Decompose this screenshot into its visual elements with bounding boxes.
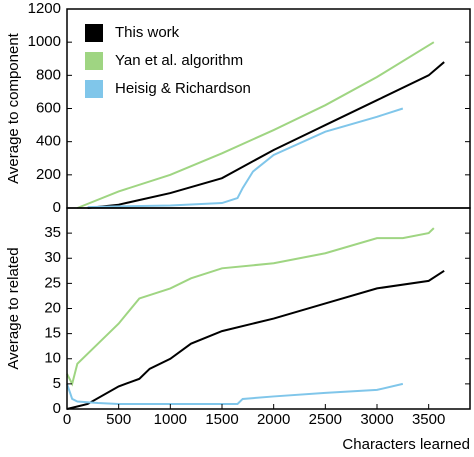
y-tick-label: 400	[36, 133, 61, 150]
x-tick-label: 2000	[257, 411, 290, 428]
y-tick-label: 10	[44, 350, 61, 367]
y-tick-label: 5	[53, 375, 61, 392]
y-axis-label: Average to component	[5, 32, 22, 183]
y-tick-label: 25	[44, 274, 61, 291]
y-tick-label: 1000	[28, 33, 61, 50]
x-tick-label: 3500	[412, 411, 445, 428]
y-tick-label: 1200	[28, 0, 61, 17]
legend-swatch	[85, 52, 103, 70]
data-line	[87, 61, 445, 209]
x-tick-label: 1000	[154, 411, 187, 428]
y-tick-label: 0	[53, 400, 61, 417]
data-line	[66, 382, 404, 405]
legend-label: Yan et al. algorithm	[115, 52, 243, 69]
y-tick-label: 200	[36, 166, 61, 183]
y-tick-label: 0	[53, 199, 61, 216]
data-line	[66, 227, 435, 387]
y-tick-label: 600	[36, 99, 61, 116]
x-tick-label: 0	[63, 411, 71, 428]
data-line	[87, 107, 404, 209]
y-tick-label: 800	[36, 66, 61, 83]
x-tick-label: 500	[106, 411, 131, 428]
legend-swatch	[85, 24, 103, 42]
y-axis-label: Average to related	[5, 247, 22, 369]
x-tick-label: 2500	[309, 411, 342, 428]
x-axis-label: Characters learned	[342, 436, 470, 453]
x-tick-label: 3000	[360, 411, 393, 428]
x-tick-label: 1500	[205, 411, 238, 428]
data-line	[76, 41, 435, 209]
y-tick-label: 35	[44, 224, 61, 241]
y-tick-label: 30	[44, 249, 61, 266]
legend-label: Heisig & Richardson	[115, 80, 251, 97]
legend-swatch	[85, 80, 103, 98]
plot-frame	[66, 207, 471, 410]
y-tick-label: 15	[44, 325, 61, 342]
data-line	[66, 269, 445, 410]
legend-label: This work	[115, 24, 180, 41]
y-tick-label: 20	[44, 299, 61, 316]
